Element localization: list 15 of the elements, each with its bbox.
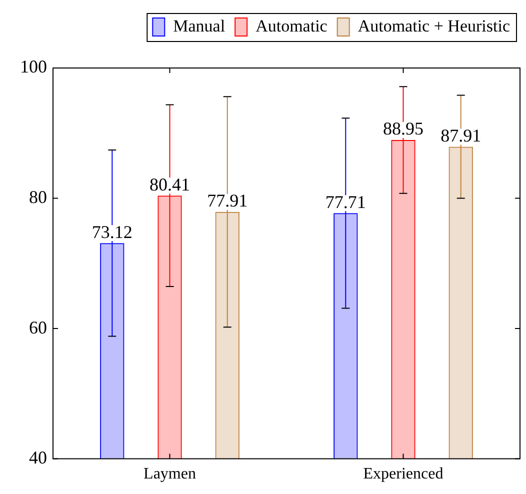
- y-tick-label: 60: [29, 317, 47, 338]
- data-label: 80.41: [150, 174, 190, 194]
- y-tick-label: 80: [29, 187, 47, 207]
- legend-label: Automatic + Heuristic: [358, 16, 510, 36]
- data-label: 87.91: [440, 125, 482, 146]
- legend-label: Automatic: [256, 16, 328, 36]
- x-tick-label: Experienced: [363, 466, 444, 483]
- data-label: 77.91: [207, 190, 248, 211]
- legend-label: Manual: [173, 16, 226, 36]
- y-tick-label: 100: [20, 56, 47, 77]
- data-label: 77.71: [325, 192, 366, 212]
- y-tick-label: 40: [29, 448, 47, 468]
- data-label: 73.12: [92, 222, 132, 242]
- x-tick-label: Laymen: [144, 466, 196, 483]
- data-label: 88.95: [383, 118, 424, 139]
